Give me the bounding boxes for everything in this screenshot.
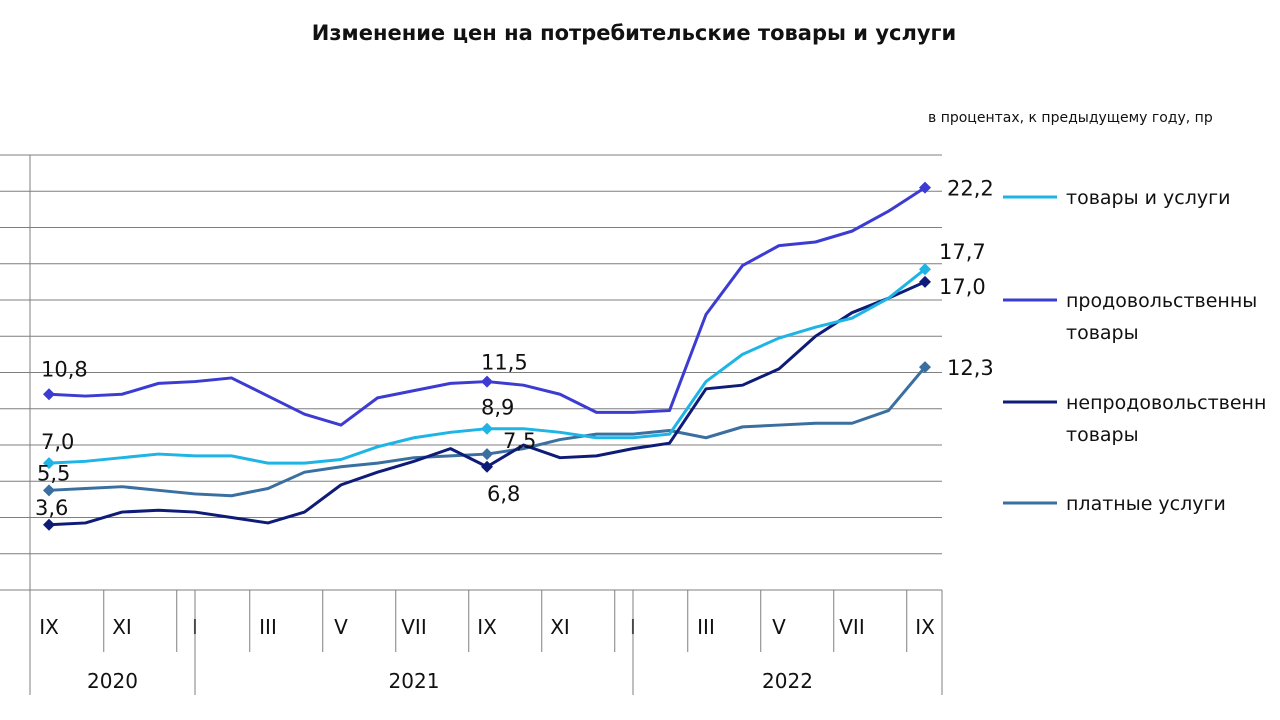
data-point-marker [919, 263, 931, 276]
data-point-marker [919, 275, 931, 288]
x-tick-label: IX [477, 615, 497, 639]
data-label: 8,9 [481, 396, 514, 420]
data-label: 6,8 [487, 482, 520, 506]
data-point-marker [919, 361, 931, 374]
legend-label: товары [1066, 424, 1139, 446]
data-label: 17,0 [939, 275, 986, 299]
data-label: 7,0 [41, 430, 74, 454]
x-tick-label: III [697, 615, 715, 639]
x-tick-label: IX [39, 615, 59, 639]
x-axis: IXXIIIIIVVIIIXXIIIIIVVIIIX202020212022 [29, 155, 943, 695]
data-point-marker [481, 422, 493, 435]
x-tick-label: IX [915, 615, 935, 639]
chart-title: Изменение цен на потребительские товары … [312, 21, 956, 45]
data-label: 5,5 [37, 461, 70, 485]
data-label: 10,8 [41, 357, 88, 381]
x-tick-label: XI [550, 615, 570, 639]
data-point-marker [481, 375, 493, 388]
x-tick-label: V [772, 615, 786, 639]
x-tick-label: V [334, 615, 348, 639]
units-note: в процентах, к предыдущему году, пр [928, 110, 1213, 126]
data-point-marker [919, 181, 931, 194]
data-label: 11,5 [481, 351, 528, 375]
x-tick-label: III [259, 615, 277, 639]
data-label: 17,7 [939, 240, 986, 264]
data-point-marker [481, 460, 493, 473]
data-label: 7,5 [503, 429, 536, 453]
legend-label: товары [1066, 322, 1139, 344]
data-point-marker [43, 388, 55, 401]
data-point-marker [43, 457, 55, 470]
data-label: 22,2 [947, 177, 994, 201]
data-point-marker [43, 484, 55, 497]
data-point-marker [43, 518, 55, 531]
year-label: 2021 [389, 669, 440, 693]
series-markers [43, 181, 931, 531]
year-label: 2020 [87, 669, 138, 693]
gridlines [0, 154, 942, 591]
legend-label: товары и услуги [1066, 187, 1230, 209]
legend-label: продовольственны [1066, 290, 1257, 312]
legend-label: платные услуги [1066, 493, 1226, 515]
x-tick-label: VII [401, 615, 426, 639]
data-label: 3,6 [35, 496, 68, 520]
x-tick-label: VII [839, 615, 864, 639]
year-label: 2022 [762, 669, 813, 693]
series-line [47, 186, 927, 427]
x-tick-label: XI [112, 615, 132, 639]
data-point-marker [481, 448, 493, 461]
data-labels: 7,0 8,9 17,7 10,8 11,5 22,2 3,6 6,8 17,0 5,5 7,5 12… [35, 177, 994, 520]
legend: товары и услуги продовольственны товары неп… [1003, 187, 1266, 515]
data-label: 12,3 [947, 356, 994, 380]
legend-label: непродовольственн [1066, 392, 1266, 414]
